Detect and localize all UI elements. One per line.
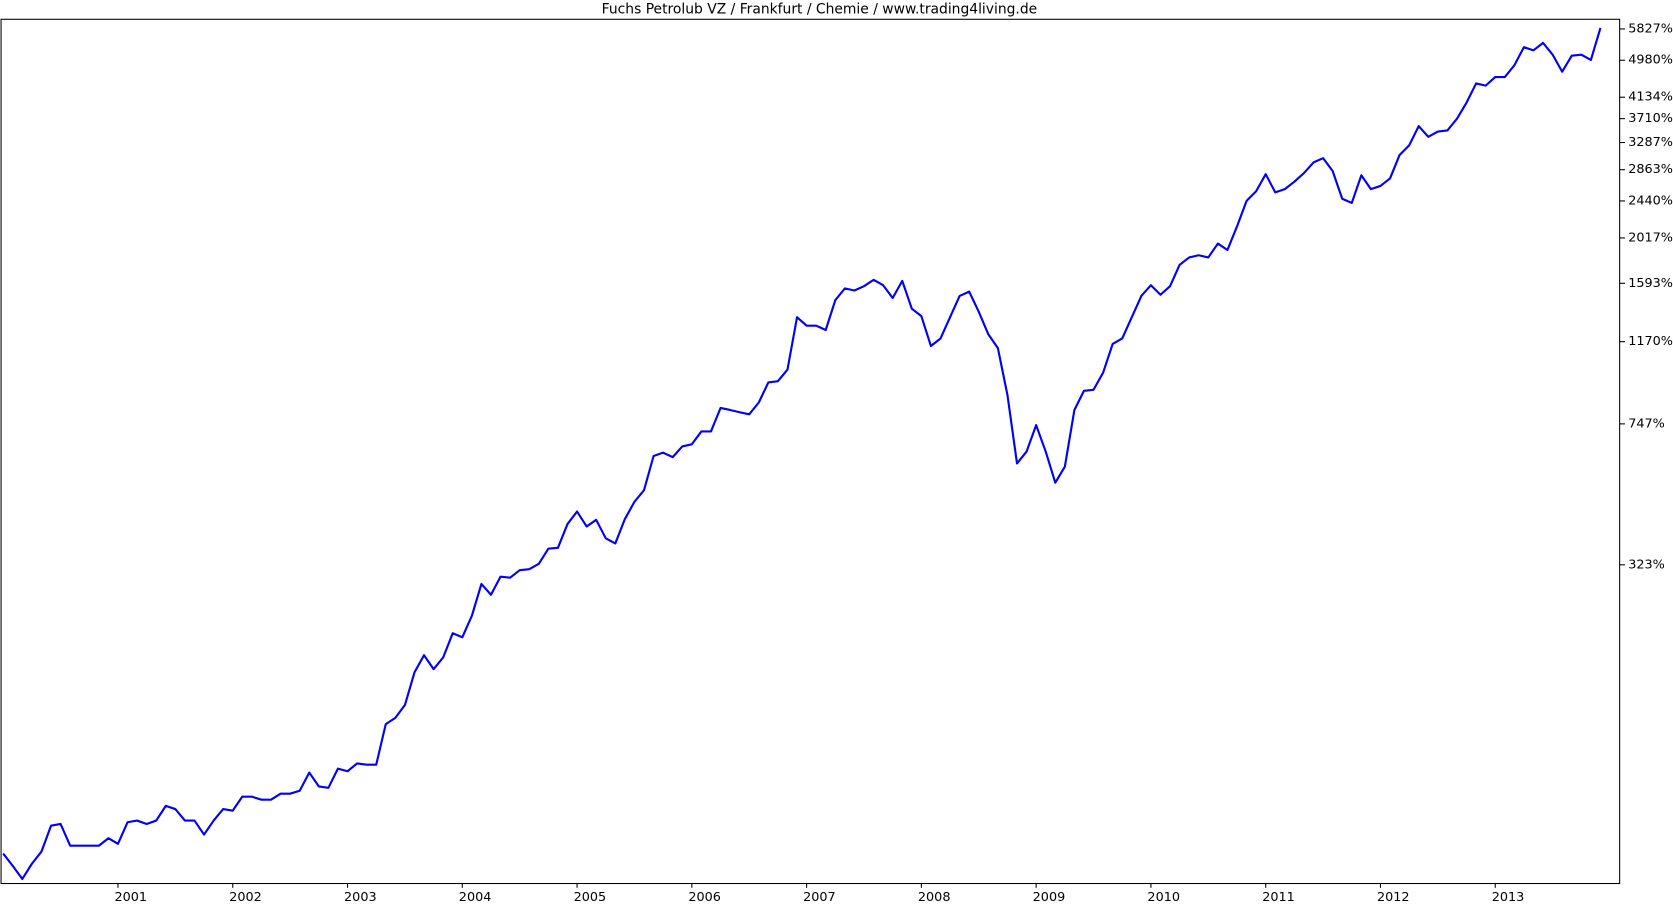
x-tick-label: 2008 [918,890,951,905]
x-tick-label: 2007 [803,890,836,905]
y-tick-label: 4134% [1628,90,1673,105]
x-tick-label: 2005 [574,890,607,905]
y-tick-label: 3287% [1628,135,1673,150]
x-tick-label: 2003 [344,890,377,905]
y-tick-label: 5827% [1628,21,1673,36]
x-tick-label: 2013 [1492,890,1525,905]
x-tick-label: 2001 [114,890,147,905]
x-tick-label: 2009 [1033,890,1066,905]
x-tick-label: 2006 [688,890,721,905]
price-line [2,27,1602,881]
x-tick-label: 2011 [1262,890,1295,905]
y-tick-label: 2440% [1628,193,1673,208]
x-tick-label: 2004 [459,890,492,905]
y-tick-label: 2863% [1628,162,1673,177]
x-tick-label: 2010 [1147,890,1180,905]
y-tick-label: 2017% [1628,230,1673,245]
y-tick-label: 1593% [1628,276,1673,291]
plot-frame [0,18,1621,885]
y-tick-label: 747% [1628,416,1665,431]
x-tick-label: 2012 [1377,890,1410,905]
y-tick-label: 3710% [1628,111,1673,126]
y-tick-label: 4980% [1628,53,1673,68]
y-tick-label: 1170% [1628,334,1673,349]
y-tick-label: 323% [1628,557,1665,572]
chart-title: Fuchs Petrolub VZ / Frankfurt / Chemie /… [602,2,1037,18]
x-tick-label: 2002 [229,890,262,905]
